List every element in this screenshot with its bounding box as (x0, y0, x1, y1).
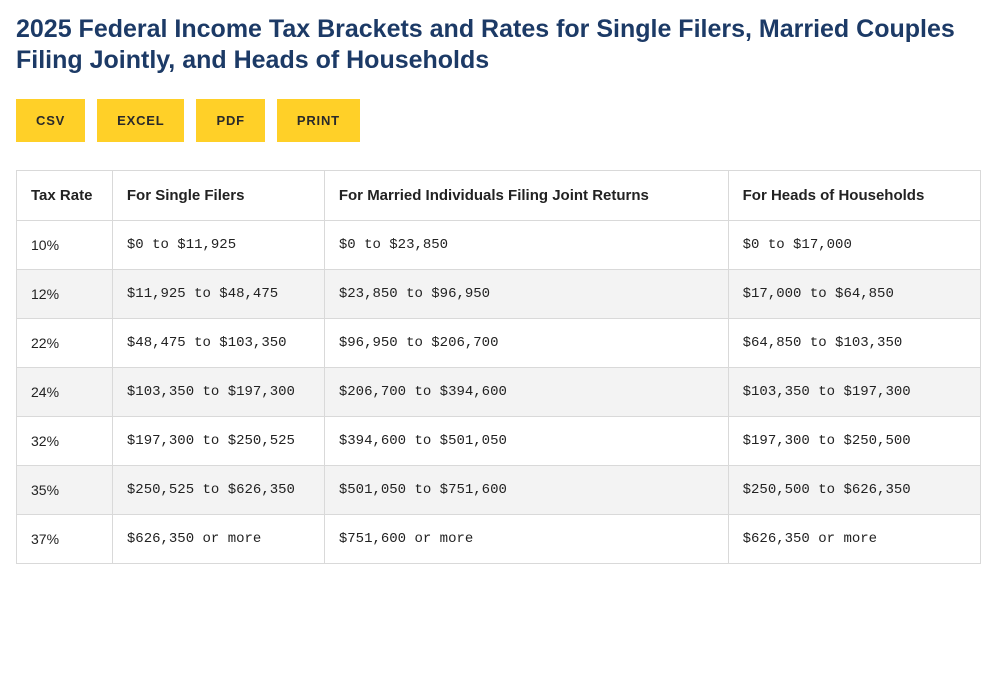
table-row: 22%$48,475 to $103,350$96,950 to $206,70… (17, 318, 981, 367)
table-row: 24%$103,350 to $197,300$206,700 to $394,… (17, 367, 981, 416)
cell-hoh: $17,000 to $64,850 (728, 269, 980, 318)
table-row: 32%$197,300 to $250,525$394,600 to $501,… (17, 416, 981, 465)
cell-hoh: $64,850 to $103,350 (728, 318, 980, 367)
cell-joint: $751,600 or more (324, 514, 728, 563)
cell-rate: 10% (17, 220, 113, 269)
export-csv-button[interactable]: CSV (16, 99, 85, 142)
cell-single: $197,300 to $250,525 (112, 416, 324, 465)
cell-rate: 24% (17, 367, 113, 416)
table-row: 12%$11,925 to $48,475$23,850 to $96,950$… (17, 269, 981, 318)
cell-joint: $23,850 to $96,950 (324, 269, 728, 318)
cell-single: $626,350 or more (112, 514, 324, 563)
table-row: 35%$250,525 to $626,350$501,050 to $751,… (17, 465, 981, 514)
col-header-joint: For Married Individuals Filing Joint Ret… (324, 170, 728, 220)
cell-joint: $206,700 to $394,600 (324, 367, 728, 416)
page-title: 2025 Federal Income Tax Brackets and Rat… (16, 14, 966, 77)
cell-joint: $0 to $23,850 (324, 220, 728, 269)
cell-single: $11,925 to $48,475 (112, 269, 324, 318)
table-row: 10%$0 to $11,925$0 to $23,850$0 to $17,0… (17, 220, 981, 269)
cell-joint: $501,050 to $751,600 (324, 465, 728, 514)
cell-rate: 32% (17, 416, 113, 465)
table-header-row: Tax Rate For Single Filers For Married I… (17, 170, 981, 220)
export-toolbar: CSV EXCEL PDF PRINT (16, 99, 981, 142)
col-header-single: For Single Filers (112, 170, 324, 220)
cell-rate: 37% (17, 514, 113, 563)
cell-single: $0 to $11,925 (112, 220, 324, 269)
export-pdf-button[interactable]: PDF (196, 99, 264, 142)
cell-hoh: $0 to $17,000 (728, 220, 980, 269)
cell-hoh: $250,500 to $626,350 (728, 465, 980, 514)
cell-joint: $394,600 to $501,050 (324, 416, 728, 465)
export-print-button[interactable]: PRINT (277, 99, 360, 142)
cell-single: $103,350 to $197,300 (112, 367, 324, 416)
export-excel-button[interactable]: EXCEL (97, 99, 184, 142)
cell-hoh: $626,350 or more (728, 514, 980, 563)
col-header-rate: Tax Rate (17, 170, 113, 220)
cell-single: $48,475 to $103,350 (112, 318, 324, 367)
col-header-hoh: For Heads of Households (728, 170, 980, 220)
cell-hoh: $197,300 to $250,500 (728, 416, 980, 465)
table-row: 37%$626,350 or more$751,600 or more$626,… (17, 514, 981, 563)
cell-joint: $96,950 to $206,700 (324, 318, 728, 367)
cell-rate: 12% (17, 269, 113, 318)
tax-brackets-table: Tax Rate For Single Filers For Married I… (16, 170, 981, 564)
cell-single: $250,525 to $626,350 (112, 465, 324, 514)
cell-rate: 22% (17, 318, 113, 367)
cell-rate: 35% (17, 465, 113, 514)
cell-hoh: $103,350 to $197,300 (728, 367, 980, 416)
